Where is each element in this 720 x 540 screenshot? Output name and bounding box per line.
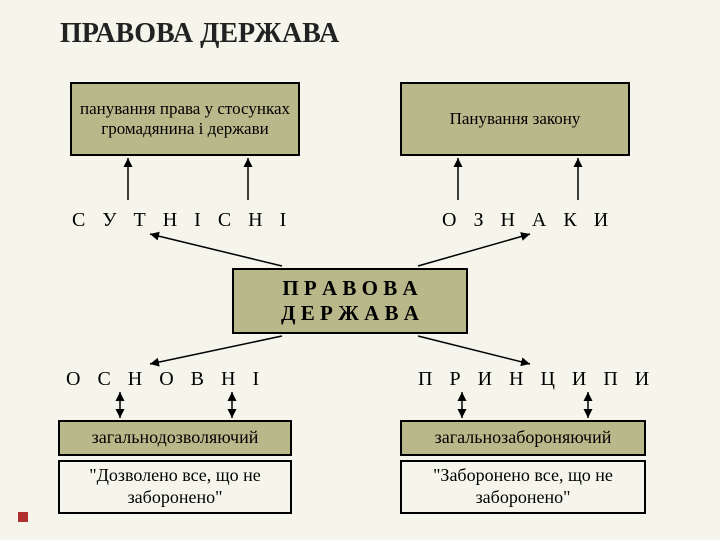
corner-marker bbox=[18, 512, 28, 522]
box-bot-rightB: "Заборонено все, що не заборонено" bbox=[400, 460, 646, 514]
box-top-right: Панування закону bbox=[400, 82, 630, 156]
label-pryntsypy: П Р И Н Ц И П И bbox=[418, 368, 655, 391]
label-oznaky: О З Н А К И bbox=[442, 209, 614, 232]
label-sutnisni: С У Т Н І С Н І bbox=[72, 209, 292, 232]
label-osnovni: О С Н О В Н І bbox=[66, 368, 265, 391]
box-bot-leftA: загальнодозволяючий bbox=[58, 420, 292, 456]
page-title: ПРАВОВА ДЕРЖАВА bbox=[60, 18, 339, 50]
box-top-left: панування права у стосунках громадянина … bbox=[70, 82, 300, 156]
box-bot-leftB: "Дозволено все, що не заборонено" bbox=[58, 460, 292, 514]
box-bot-rightA: загальнозабороняючий bbox=[400, 420, 646, 456]
box-center: П Р А В О В АД Е Р Ж А В А bbox=[232, 268, 468, 334]
